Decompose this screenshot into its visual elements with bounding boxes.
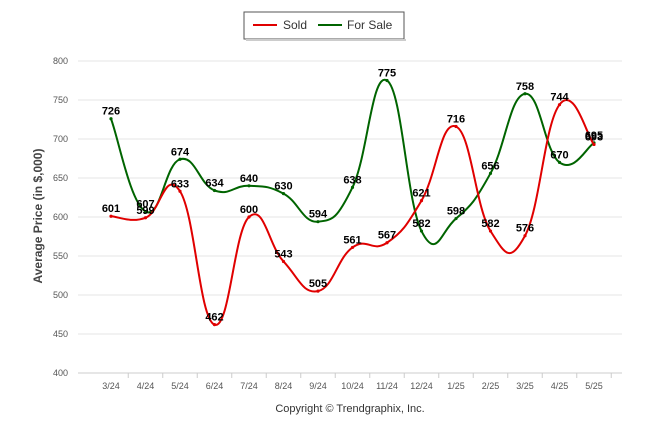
y-tick-labels: 400 450 500 550 600 650 700 750 800 <box>53 56 68 378</box>
data-point-sold <box>143 216 148 220</box>
data-label-for-sale: 630 <box>274 181 292 193</box>
series-lines <box>109 78 596 327</box>
data-label-for-sale: 726 <box>102 106 120 118</box>
x-tick-label: 4/24 <box>137 381 155 391</box>
y-tick-label: 550 <box>53 251 68 261</box>
data-label-sold: 462 <box>205 312 223 324</box>
data-point-for-sale <box>350 185 355 189</box>
data-point-sold <box>212 323 217 327</box>
x-tick-label: 2/25 <box>482 381 500 391</box>
data-label-for-sale: 775 <box>378 68 396 80</box>
data-label-sold: 567 <box>378 230 396 242</box>
data-point-sold <box>281 259 286 264</box>
data-point-sold <box>557 103 562 107</box>
data-point-sold <box>419 199 424 203</box>
data-label-sold: 693 <box>585 131 603 143</box>
x-tick-label: 5/24 <box>171 381 189 391</box>
data-label-for-sale: 598 <box>447 206 465 218</box>
legend: Sold For Sale <box>243 11 406 41</box>
y-tick-label: 700 <box>53 134 68 144</box>
data-point-sold <box>350 245 355 250</box>
y-axis-label: Average Price (in $,000) <box>31 149 45 284</box>
data-point-for-sale <box>178 157 182 161</box>
y-tick-label: 600 <box>53 212 68 222</box>
data-point-for-sale <box>488 171 493 175</box>
data-point-for-sale <box>247 184 251 188</box>
data-labels: 601 599 633 462 600 543 505 561 567 621 716 582 576 7… <box>102 68 603 324</box>
copyright-footer: Copyright © Trendgraphix, Inc. <box>275 403 424 415</box>
x-tick-label: 3/24 <box>102 381 120 391</box>
y-tick-label: 500 <box>53 290 68 300</box>
data-label-sold: 744 <box>550 92 569 104</box>
x-tick-label: 12/24 <box>410 381 433 391</box>
series-line-sold <box>110 99 595 326</box>
x-tick-label: 9/24 <box>309 381 327 391</box>
data-point-sold <box>247 215 251 219</box>
data-label-sold: 576 <box>516 223 534 235</box>
data-label-for-sale: 640 <box>240 173 258 185</box>
data-point-for-sale <box>143 209 148 214</box>
data-label-sold: 582 <box>481 218 499 230</box>
data-point-for-sale <box>419 229 424 233</box>
data-label-sold: 561 <box>343 234 361 246</box>
y-tick-label: 650 <box>53 173 68 183</box>
gridlines <box>78 60 622 374</box>
data-label-for-sale: 656 <box>481 160 499 172</box>
data-point-sold <box>488 229 493 233</box>
legend-sold-label: Sold <box>283 18 307 32</box>
series-line-for-sale <box>110 78 595 246</box>
x-tick-label: 6/24 <box>206 381 224 391</box>
data-point-sold <box>523 234 527 238</box>
data-point-sold <box>178 189 182 193</box>
x-tick-label: 3/25 <box>516 381 534 391</box>
data-point-sold <box>385 241 389 245</box>
legend-forsale-label: For Sale <box>347 18 393 32</box>
data-label-sold: 716 <box>447 114 465 126</box>
data-point-for-sale <box>281 192 286 196</box>
data-label-for-sale: 674 <box>171 146 190 158</box>
x-tick-label: 4/25 <box>551 381 569 391</box>
y-tick-label: 450 <box>53 329 68 339</box>
data-point-sold <box>454 124 458 129</box>
data-point-for-sale <box>385 78 389 83</box>
data-label-for-sale: 594 <box>309 209 328 221</box>
data-point-sold <box>109 214 113 218</box>
y-tick-label: 400 <box>53 368 68 378</box>
y-tick-label: 750 <box>53 95 68 105</box>
data-label-for-sale: 582 <box>412 218 430 230</box>
x-tick-labels: 3/24 4/24 5/24 6/24 7/24 8/24 9/24 10/24 11/24 12… <box>102 373 612 391</box>
data-point-for-sale <box>212 188 217 193</box>
data-point-for-sale <box>557 160 562 164</box>
x-tick-label: 11/24 <box>376 381 398 391</box>
x-tick-label: 10/24 <box>341 381 364 391</box>
data-label-for-sale: 695 <box>585 130 603 142</box>
x-tick-label: 7/24 <box>240 381 258 391</box>
data-label-for-sale: 638 <box>343 174 361 186</box>
x-tick-label: 1/25 <box>447 381 465 391</box>
data-label-for-sale: 634 <box>205 177 224 189</box>
data-point-for-sale <box>316 220 320 224</box>
data-label-sold: 633 <box>171 178 189 190</box>
data-label-sold: 543 <box>274 248 292 260</box>
data-label-sold: 601 <box>102 203 120 215</box>
data-label-for-sale: 670 <box>550 149 568 161</box>
data-point-for-sale <box>454 216 458 221</box>
data-point-sold <box>592 142 596 147</box>
x-tick-label: 5/25 <box>585 381 603 391</box>
data-label-sold: 599 <box>136 205 154 217</box>
data-label-sold: 505 <box>309 278 327 290</box>
data-point-for-sale <box>523 92 527 96</box>
x-tick-label: 8/24 <box>275 381 293 391</box>
y-tick-label: 800 <box>53 56 68 66</box>
data-label-for-sale: 607 <box>136 199 154 211</box>
data-point-sold <box>316 289 320 293</box>
data-label-for-sale: 758 <box>516 81 534 93</box>
data-point-for-sale <box>109 117 113 121</box>
data-label-sold: 621 <box>412 188 430 200</box>
data-label-sold: 600 <box>240 204 258 216</box>
